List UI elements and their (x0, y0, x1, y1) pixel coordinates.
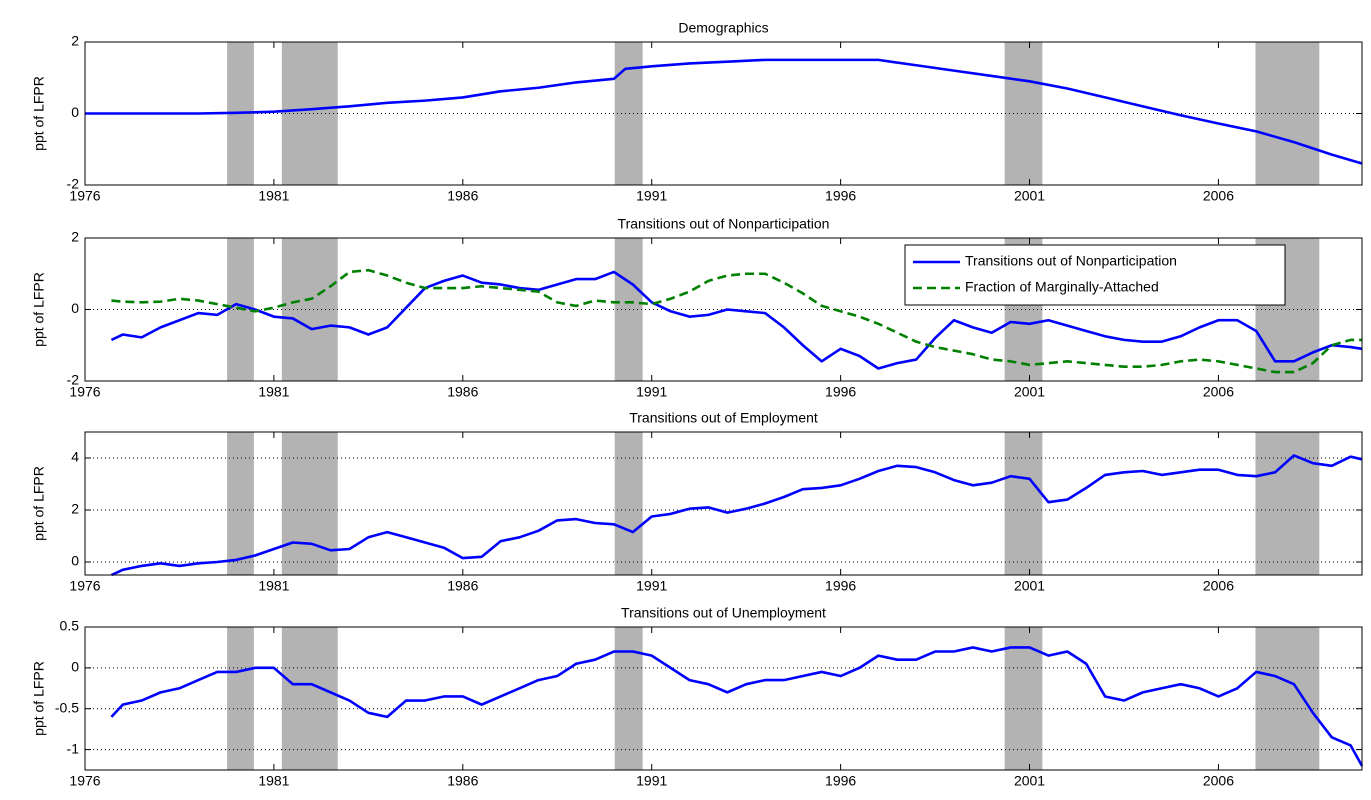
shaded-period (1255, 627, 1320, 770)
plot-frame (84, 626, 1363, 771)
panel: -2 0 2 1976 1981 1986 1991 1996 2001 2006 Transiti… (31, 216, 1363, 400)
y-tick-label: -2 (67, 372, 80, 388)
y-tick-label: 2 (71, 501, 79, 517)
x-tick-label: 1991 (636, 773, 667, 789)
series-line (85, 58, 1363, 165)
shaded-period (227, 432, 254, 575)
x-tick-label: 1976 (69, 578, 100, 594)
y-tick-label: 0 (71, 300, 79, 316)
x-tick-label: 1981 (258, 384, 289, 400)
shaded-period (1004, 432, 1043, 575)
shaded-period (614, 42, 643, 185)
x-tick-label: 1981 (258, 578, 289, 594)
x-tick-label: 1986 (447, 773, 478, 789)
x-tick-label: 2001 (1014, 578, 1045, 594)
legend-box (904, 244, 1286, 306)
series-line (110, 270, 1363, 370)
y-tick-label: -1 (67, 740, 80, 756)
chart-title: Demographics (678, 20, 768, 36)
x-tick-label: 2001 (1014, 188, 1045, 204)
x-tick-label: 2006 (1203, 578, 1234, 594)
shaded-period (1255, 42, 1320, 185)
x-tick-label: 1996 (825, 188, 856, 204)
y-axis-label: ppt of LFPR (31, 76, 47, 151)
y-tick-label: 2 (71, 229, 79, 245)
x-tick-label: 2006 (1203, 384, 1234, 400)
shaded-period (1004, 42, 1043, 185)
y-tick-label: 0.5 (60, 618, 80, 634)
plot-frame (84, 431, 1363, 576)
shaded-period (614, 627, 643, 770)
x-tick-label: 1976 (69, 384, 100, 400)
shaded-period (1255, 432, 1320, 575)
y-tick-label: 0 (71, 553, 79, 569)
y-tick-label: 0 (71, 104, 79, 120)
shaded-period (614, 432, 643, 575)
shaded-period (614, 238, 643, 381)
series-line (110, 454, 1363, 577)
chart-title: Transitions out of Unemployment (621, 605, 826, 621)
y-tick-label: 2 (71, 33, 79, 49)
x-tick-label: 1996 (825, 384, 856, 400)
y-tick-label: 4 (71, 449, 79, 465)
y-axis-label: ppt of LFPR (31, 661, 47, 736)
y-tick-label: 0 (71, 659, 79, 675)
x-tick-label: 1976 (69, 773, 100, 789)
chart-title: Transitions out of Employment (629, 410, 818, 426)
y-axis-label: ppt of LFPR (31, 272, 47, 347)
y-axis-label: ppt of LFPR (31, 466, 47, 541)
series-line (111, 268, 1362, 374)
x-tick-label: 2006 (1203, 188, 1234, 204)
series-line (110, 646, 1364, 767)
plot-frame (84, 41, 1363, 186)
x-tick-label: 1976 (69, 188, 100, 204)
x-tick-label: 1986 (447, 188, 478, 204)
panel: -2 0 2 1976 1981 1986 1991 1996 2001 2006 Demograp… (31, 20, 1363, 204)
x-tick-label: 2006 (1203, 773, 1234, 789)
x-tick-label: 1996 (825, 773, 856, 789)
chart-title: Transitions out of Nonparticipation (618, 216, 830, 232)
x-tick-label: 1986 (447, 578, 478, 594)
y-tick-label: -2 (67, 176, 80, 192)
legend-label: Transitions out of Nonparticipation (965, 253, 1177, 269)
x-tick-label: 1981 (258, 773, 289, 789)
x-tick-label: 2001 (1014, 384, 1045, 400)
shaded-period (281, 627, 338, 770)
shaded-period (227, 627, 254, 770)
x-tick-label: 1996 (825, 578, 856, 594)
x-tick-label: 1991 (636, 578, 667, 594)
x-tick-label: 1991 (636, 384, 667, 400)
x-tick-label: 1981 (258, 188, 289, 204)
panel: -1 -0.5 0 0.5 1976 1981 1986 1991 1996 2001 2006 Tr… (31, 605, 1364, 789)
plot-frame (84, 237, 1363, 382)
y-tick-label: -0.5 (55, 699, 79, 715)
x-tick-label: 1991 (636, 188, 667, 204)
legend-label: Fraction of Marginally-Attached (965, 279, 1159, 295)
panel: 0 2 4 1976 1981 1986 1991 1996 2001 2006 Transitio… (31, 410, 1363, 594)
x-tick-label: 1986 (447, 384, 478, 400)
x-tick-label: 2001 (1014, 773, 1045, 789)
shaded-period (281, 432, 338, 575)
